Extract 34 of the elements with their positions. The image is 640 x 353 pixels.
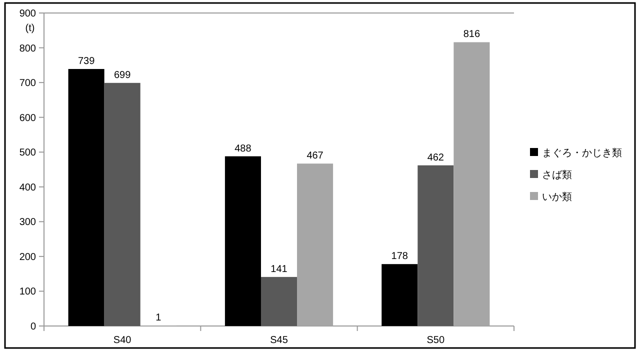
- y-tick-label: 900: [19, 8, 36, 20]
- bar: [260, 276, 298, 326]
- data-label: 816: [463, 29, 480, 40]
- y-tick-label: 800: [19, 43, 36, 54]
- y-tick-label: 200: [19, 252, 36, 263]
- y-axis-title: (t): [25, 23, 35, 34]
- bar: [224, 156, 261, 326]
- bar: [68, 68, 104, 326]
- bar: [418, 165, 454, 326]
- x-tick-label: S45: [270, 335, 288, 346]
- data-label: 488: [234, 143, 252, 154]
- data-label: 178: [391, 251, 408, 262]
- data-label: 141: [270, 264, 288, 275]
- data-label: 699: [114, 70, 132, 81]
- bar: [297, 164, 334, 326]
- data-label: 1: [156, 312, 162, 324]
- y-tick-label: 100: [19, 286, 36, 298]
- y-tick-label: 700: [19, 78, 36, 90]
- legend-label: いか類: [542, 191, 572, 203]
- bar: [104, 82, 140, 326]
- data-label: 462: [427, 152, 444, 164]
- x-tick-label: S40: [113, 335, 132, 346]
- y-tick-label: 300: [19, 217, 36, 228]
- data-label: 467: [306, 150, 324, 162]
- bar: [454, 42, 490, 326]
- data-label: 739: [78, 56, 96, 67]
- y-tick-label: 0: [30, 322, 36, 332]
- y-tick-label: 400: [19, 182, 36, 194]
- y-tick-label: 600: [19, 112, 36, 124]
- bar: [382, 264, 418, 326]
- legend-label: さば類: [542, 169, 572, 181]
- y-tick-label: 500: [19, 148, 36, 159]
- x-tick-label: S50: [426, 335, 445, 346]
- legend-label: まぐろ・かじき類: [542, 147, 622, 159]
